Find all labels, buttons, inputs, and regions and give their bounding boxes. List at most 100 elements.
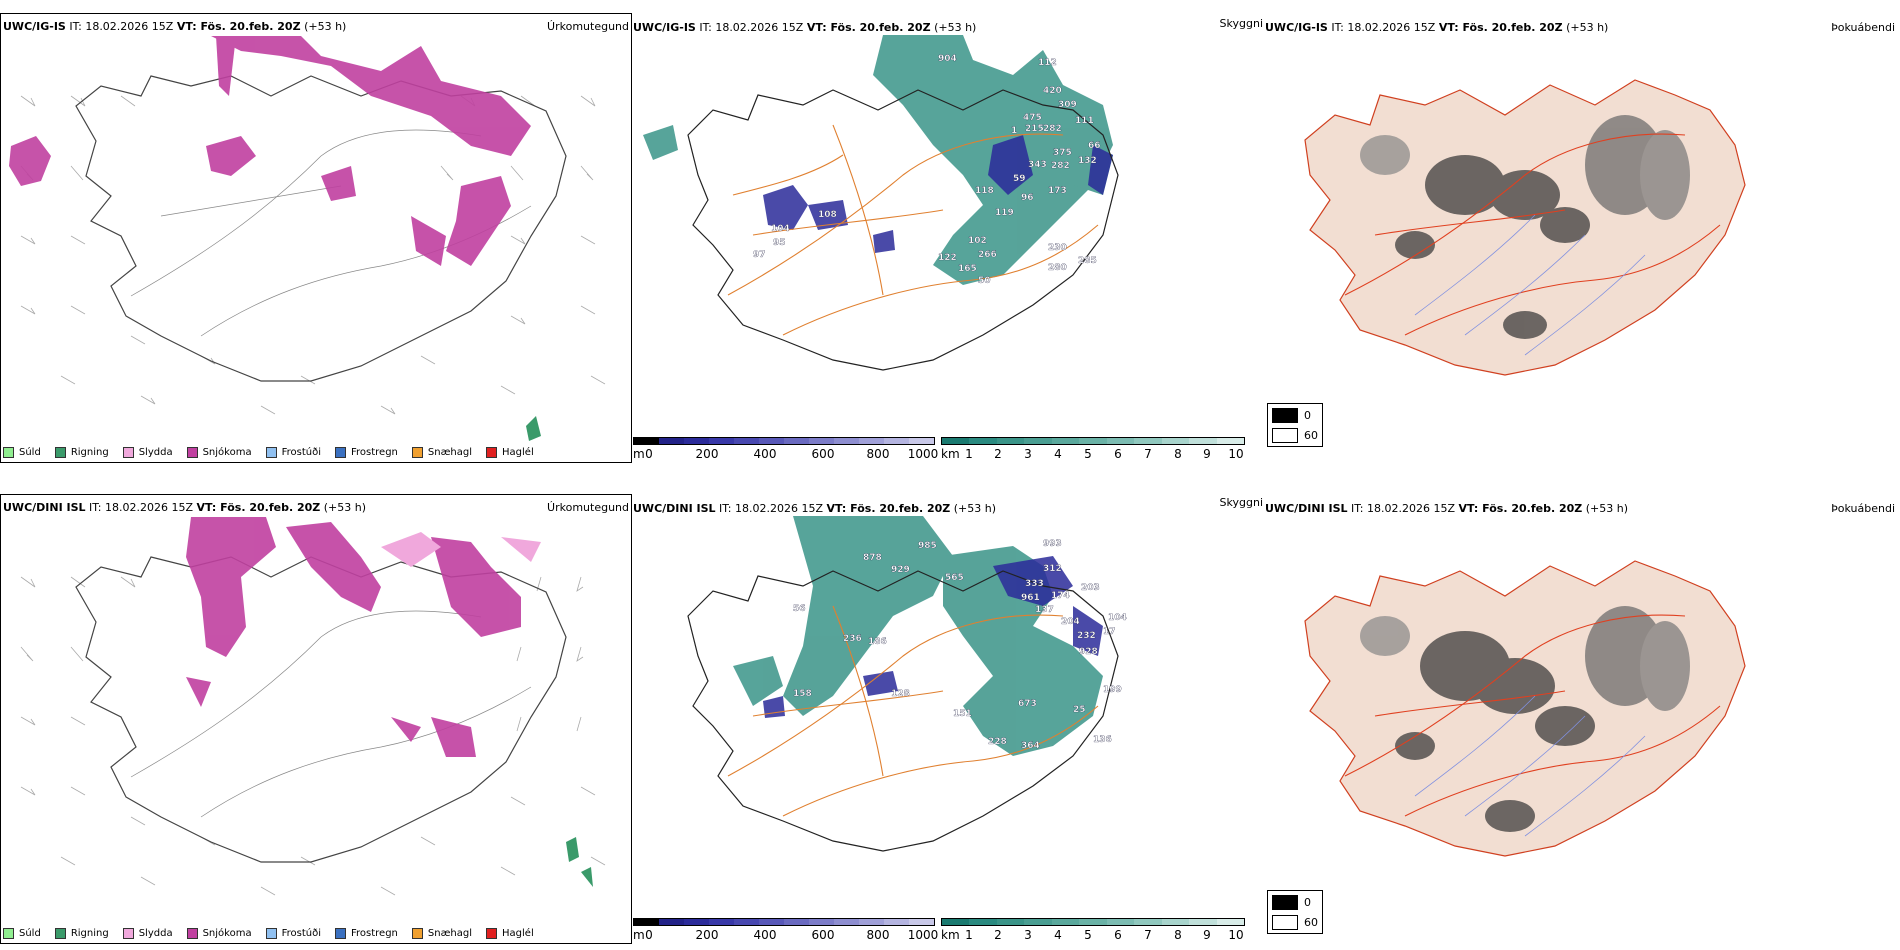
colorbar-segment xyxy=(942,919,970,925)
lead-time: (+53 h) xyxy=(1566,21,1609,34)
vis-value-label: 282 xyxy=(1051,161,1070,171)
legend-item-rain: Rigning xyxy=(54,446,109,458)
ceiling-scale: m 0 200 400 600 800 1000 xyxy=(633,437,938,465)
legend-label: Snjókoma xyxy=(202,927,252,939)
vis-value-label: 904 xyxy=(938,54,957,64)
vis-value-label: 312 xyxy=(1043,564,1062,574)
vis-value-label: 215 xyxy=(1025,124,1044,134)
precip-panel-igis: UWC/IG-IS IT: 18.02.2026 15Z VT: Fös. 20… xyxy=(0,13,632,463)
legend-label: Slydda xyxy=(138,927,173,939)
colorbar-segment xyxy=(969,438,997,444)
precip-panel-dini: UWC/DINI ISL IT: 18.02.2026 15Z VT: Fös.… xyxy=(0,494,632,944)
visibility-tick: 9 xyxy=(1203,928,1211,942)
vis-value-label: 66 xyxy=(1088,141,1101,151)
precip-type-legend: Súld Rigning Slydda Snjókoma Frostúði Fr… xyxy=(3,442,548,462)
panel-header: UWC/IG-IS IT: 18.02.2026 15Z VT: Fös. 20… xyxy=(1265,21,1608,35)
vis-value-label: 25 xyxy=(1073,705,1086,715)
visibility-map: 904 112 420 309 475 215 282 1 111 375 28… xyxy=(633,35,1265,445)
lead-time: (+53 h) xyxy=(304,20,347,33)
ceiling-tick: 600 xyxy=(811,928,835,942)
colorbar-segment xyxy=(996,438,1025,444)
vis-value-label: 232 xyxy=(1077,631,1096,641)
legend-label: Slydda xyxy=(138,446,173,458)
visibility-tick: 3 xyxy=(1024,928,1032,942)
colorbar-segment xyxy=(1024,438,1052,444)
road-lines xyxy=(727,124,1099,336)
colorbar-segment xyxy=(1189,438,1217,444)
vis-value-label: 119 xyxy=(995,208,1014,218)
legend-item-snow-pellets: Snæhagl xyxy=(411,446,472,458)
legend-swatch xyxy=(3,446,14,458)
vis-value-label: 96 xyxy=(1021,193,1034,203)
vis-value-label: 673 xyxy=(1018,699,1037,709)
ceiling-unit: m xyxy=(633,928,645,942)
legend-label: Rigning xyxy=(70,446,109,458)
panel-title: Þokuábendi xyxy=(1831,502,1895,515)
vis-value-label: 961 xyxy=(1021,593,1040,603)
visibility-tick: 3 xyxy=(1024,447,1032,461)
model-label: UWC/IG-IS xyxy=(633,21,696,34)
fog-index-map xyxy=(1265,516,1897,926)
visibility-labels: 985 878 929 565 993 312 333 961 174 203 … xyxy=(793,539,1127,751)
visibility-tick: 5 xyxy=(1084,447,1092,461)
legend-label: Haglél xyxy=(502,927,534,939)
colorbar-segment xyxy=(1161,438,1190,444)
vis-value-label: 173 xyxy=(1048,186,1067,196)
visibility-tick: 10 xyxy=(1228,928,1244,942)
visibility-tick: 2 xyxy=(994,928,1002,942)
vis-value-label: 928 xyxy=(1079,647,1098,657)
init-time: IT: 18.02.2026 15Z xyxy=(699,21,804,34)
fog-index-legend: 0 60 xyxy=(1267,403,1323,447)
legend-swatch xyxy=(186,927,198,939)
vis-value-label: 204 xyxy=(1061,617,1080,627)
iceland-outline xyxy=(75,75,567,382)
lead-time: (+53 h) xyxy=(1585,502,1629,515)
road-lines xyxy=(130,610,532,818)
valid-time: VT: Fös. 20.feb. 20Z xyxy=(806,21,931,34)
vis-value-label: 282 xyxy=(1043,124,1062,134)
panel-title: Þokuábendi xyxy=(1831,21,1895,34)
legend-label: Rigning xyxy=(70,927,109,939)
vis-value-label: 333 xyxy=(1025,579,1044,589)
vis-value-label: 309 xyxy=(1058,100,1077,110)
legend-swatch xyxy=(411,446,423,458)
legend-item-freezing-drizzle: Frostúði xyxy=(265,927,321,939)
vis-value-label: 97 xyxy=(753,250,766,260)
colorbar-segment xyxy=(909,438,934,444)
vis-value-label: 186 xyxy=(868,637,887,647)
vis-value-label: 128 xyxy=(891,689,910,699)
visibility-panel-dini: UWC/DINI ISL IT: 18.02.2026 15Z VT: Fös.… xyxy=(633,494,1265,944)
low-ceiling-areas xyxy=(763,135,1113,253)
colorbar-segment xyxy=(709,438,734,444)
vis-value-label: 929 xyxy=(891,565,910,575)
colorbar-segment xyxy=(834,438,859,444)
legend-label: 0 xyxy=(1304,896,1311,909)
legend-item-rain: Rigning xyxy=(54,927,109,939)
colorbar-segment xyxy=(759,919,784,925)
legend-swatch xyxy=(122,446,134,458)
fog-index-legend: 0 60 xyxy=(1267,890,1323,934)
ceiling-tick: 1000 xyxy=(907,447,939,461)
colorbar-segment xyxy=(942,438,970,444)
ceiling-tick: 600 xyxy=(811,447,835,461)
model-label: UWC/DINI ISL xyxy=(633,502,716,515)
colorbar-segment xyxy=(1051,438,1080,444)
legend-item-hail: Haglél xyxy=(486,927,534,939)
ceiling-tick: 800 xyxy=(866,928,890,942)
colorbar-segment xyxy=(1051,919,1080,925)
river-lines xyxy=(1414,695,1646,837)
vis-value-label: 59 xyxy=(1013,174,1026,184)
ceiling-scale: m 0 200 400 600 800 1000 xyxy=(633,918,938,946)
legend-label: 60 xyxy=(1304,916,1318,929)
legend-item-hail: Haglél xyxy=(486,446,534,458)
vis-value-label: 50 xyxy=(978,276,991,286)
visibility-unit: km xyxy=(941,928,960,942)
colorbar-segment xyxy=(1079,438,1107,444)
init-time: IT: 18.02.2026 15Z xyxy=(69,20,174,33)
road-lines xyxy=(1344,614,1721,817)
colorbar-segment xyxy=(759,438,784,444)
visibility-tick: 4 xyxy=(1054,928,1062,942)
init-time: IT: 18.02.2026 15Z xyxy=(89,501,194,514)
vis-value-label: 118 xyxy=(975,186,994,196)
model-label: UWC/DINI ISL xyxy=(1265,502,1348,515)
